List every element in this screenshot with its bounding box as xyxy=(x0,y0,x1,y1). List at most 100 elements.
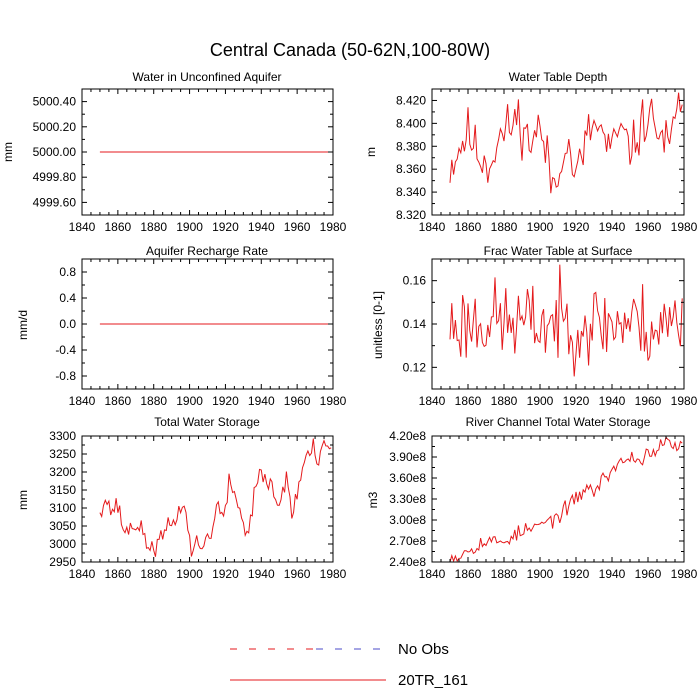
y-axis-label: m xyxy=(364,147,378,157)
x-tick-label: 1840 xyxy=(419,220,446,234)
y-tick-label: 3100 xyxy=(49,501,76,515)
y-tick-label: 0.14 xyxy=(403,317,427,331)
x-tick-label: 1940 xyxy=(248,567,275,581)
y-tick-label: 4999.80 xyxy=(33,170,77,184)
y-tick-label: 8.360 xyxy=(396,162,426,176)
x-tick-label: 1920 xyxy=(563,567,590,581)
panel-frac-water-table: Frac Water Table at Surface unitless [0-… xyxy=(371,244,698,408)
y-tick-label: 2.70e8 xyxy=(389,534,426,548)
y-tick-label: 4999.60 xyxy=(33,195,77,209)
x-tick-label: 1900 xyxy=(176,567,203,581)
y-tick-label: 8.400 xyxy=(396,116,426,130)
legend-obs-label: No Obs xyxy=(398,641,449,658)
panel-title: Frac Water Table at Surface xyxy=(484,244,633,258)
panel-total-water-storage: Total Water Storage mm 1840 1860 1880 1900 1… xyxy=(16,415,347,581)
y-tick-label: 0.8 xyxy=(59,265,76,279)
y-tick-label: 3.90e8 xyxy=(389,450,426,464)
x-tick-label: 1960 xyxy=(284,220,311,234)
panel-title: Total Water Storage xyxy=(154,415,260,429)
plot-frame xyxy=(431,435,685,563)
panel-title: Water Table Depth xyxy=(509,70,608,84)
x-tick-label: 1840 xyxy=(69,567,96,581)
y-tick-label: 8.420 xyxy=(396,93,426,107)
y-tick-label: -0.8 xyxy=(55,369,76,383)
y-tick-label: 2.40e8 xyxy=(389,555,426,569)
x-tick-label: 1860 xyxy=(455,567,482,581)
y-tick-label: 3.00e8 xyxy=(389,513,426,527)
x-tick-label: 1860 xyxy=(105,220,132,234)
x-tick-label: 1920 xyxy=(212,394,239,408)
y-tick-label: 3250 xyxy=(49,447,76,461)
x-tick-label: 1980 xyxy=(671,220,698,234)
x-tick-label: 1880 xyxy=(140,220,167,234)
x-tick-label: 1900 xyxy=(527,220,554,234)
y-tick-label: 0.4 xyxy=(59,291,76,305)
panel-title: River Channel Total Water Storage xyxy=(466,415,651,429)
x-tick-label: 1940 xyxy=(599,567,626,581)
x-tick-label: 1980 xyxy=(320,220,347,234)
y-tick-label: 3150 xyxy=(49,483,76,497)
x-tick-label: 1900 xyxy=(527,394,554,408)
y-tick-label: 8.340 xyxy=(396,185,426,199)
x-tick-label: 1960 xyxy=(284,567,311,581)
x-tick-label: 1880 xyxy=(140,567,167,581)
y-tick-label: -0.4 xyxy=(55,343,76,357)
x-tick-label: 1900 xyxy=(176,394,203,408)
panel-title: Aquifer Recharge Rate xyxy=(146,244,268,258)
y-tick-label: 4.20e8 xyxy=(389,429,426,443)
y-axis-label: unitless [0-1] xyxy=(371,291,385,359)
x-tick-label: 1840 xyxy=(69,394,96,408)
y-tick-label: 2950 xyxy=(49,555,76,569)
panel-river-channel-storage: River Channel Total Water Storage m3 184… xyxy=(366,415,698,581)
y-tick-label: 3000 xyxy=(49,537,76,551)
y-tick-label: 3.30e8 xyxy=(389,492,426,506)
y-tick-label: 0.0 xyxy=(59,317,76,331)
x-tick-label: 1880 xyxy=(491,394,518,408)
figure-title: Central Canada (50-62N,100-80W) xyxy=(210,40,490,60)
x-tick-label: 1860 xyxy=(455,394,482,408)
x-tick-label: 1860 xyxy=(455,220,482,234)
y-tick-label: 0.16 xyxy=(403,274,427,288)
panel-recharge-rate: Aquifer Recharge Rate mm/d 1840 1860 1880 1… xyxy=(16,244,347,408)
x-tick-label: 1880 xyxy=(491,220,518,234)
x-tick-label: 1980 xyxy=(320,394,347,408)
x-tick-label: 1840 xyxy=(69,220,96,234)
x-tick-label: 1860 xyxy=(105,567,132,581)
y-tick-label: 5000.20 xyxy=(33,120,77,134)
x-tick-label: 1980 xyxy=(320,567,347,581)
panel-water-table-depth: Water Table Depth m 1840 1860 1880 1900 1920… xyxy=(364,70,698,234)
x-tick-label: 1860 xyxy=(105,394,132,408)
y-tick-label: 3.60e8 xyxy=(389,471,426,485)
x-tick-label: 1960 xyxy=(635,567,662,581)
x-tick-label: 1980 xyxy=(671,567,698,581)
y-tick-label: 0.12 xyxy=(403,360,427,374)
x-tick-label: 1940 xyxy=(248,220,275,234)
y-tick-label: 5000.40 xyxy=(33,95,77,109)
series-line-20TR_161 xyxy=(449,264,683,377)
x-tick-label: 1920 xyxy=(563,394,590,408)
y-axis-label: mm xyxy=(1,142,15,162)
series-line-20TR_161 xyxy=(99,438,332,557)
x-tick-label: 1960 xyxy=(284,394,311,408)
y-tick-label: 3300 xyxy=(49,429,76,443)
legend-model-label: 20TR_161 xyxy=(398,672,468,689)
x-tick-label: 1880 xyxy=(140,394,167,408)
x-tick-label: 1840 xyxy=(419,394,446,408)
x-tick-label: 1960 xyxy=(635,220,662,234)
y-tick-label: 8.320 xyxy=(396,208,426,222)
y-tick-label: 8.380 xyxy=(396,139,426,153)
x-tick-label: 1940 xyxy=(599,394,626,408)
y-tick-label: 3200 xyxy=(49,465,76,479)
x-tick-label: 1940 xyxy=(248,394,275,408)
panel-title: Water in Unconfined Aquifer xyxy=(133,70,282,84)
y-axis-label: m3 xyxy=(366,491,380,508)
plot-frame xyxy=(431,88,685,216)
x-tick-label: 1840 xyxy=(419,567,446,581)
y-axis-label: mm xyxy=(16,490,30,510)
y-tick-label: 3050 xyxy=(49,519,76,533)
x-tick-label: 1900 xyxy=(527,567,554,581)
y-axis-label: mm/d xyxy=(16,310,30,340)
y-tick-label: 5000.00 xyxy=(33,145,77,159)
x-tick-label: 1920 xyxy=(212,220,239,234)
